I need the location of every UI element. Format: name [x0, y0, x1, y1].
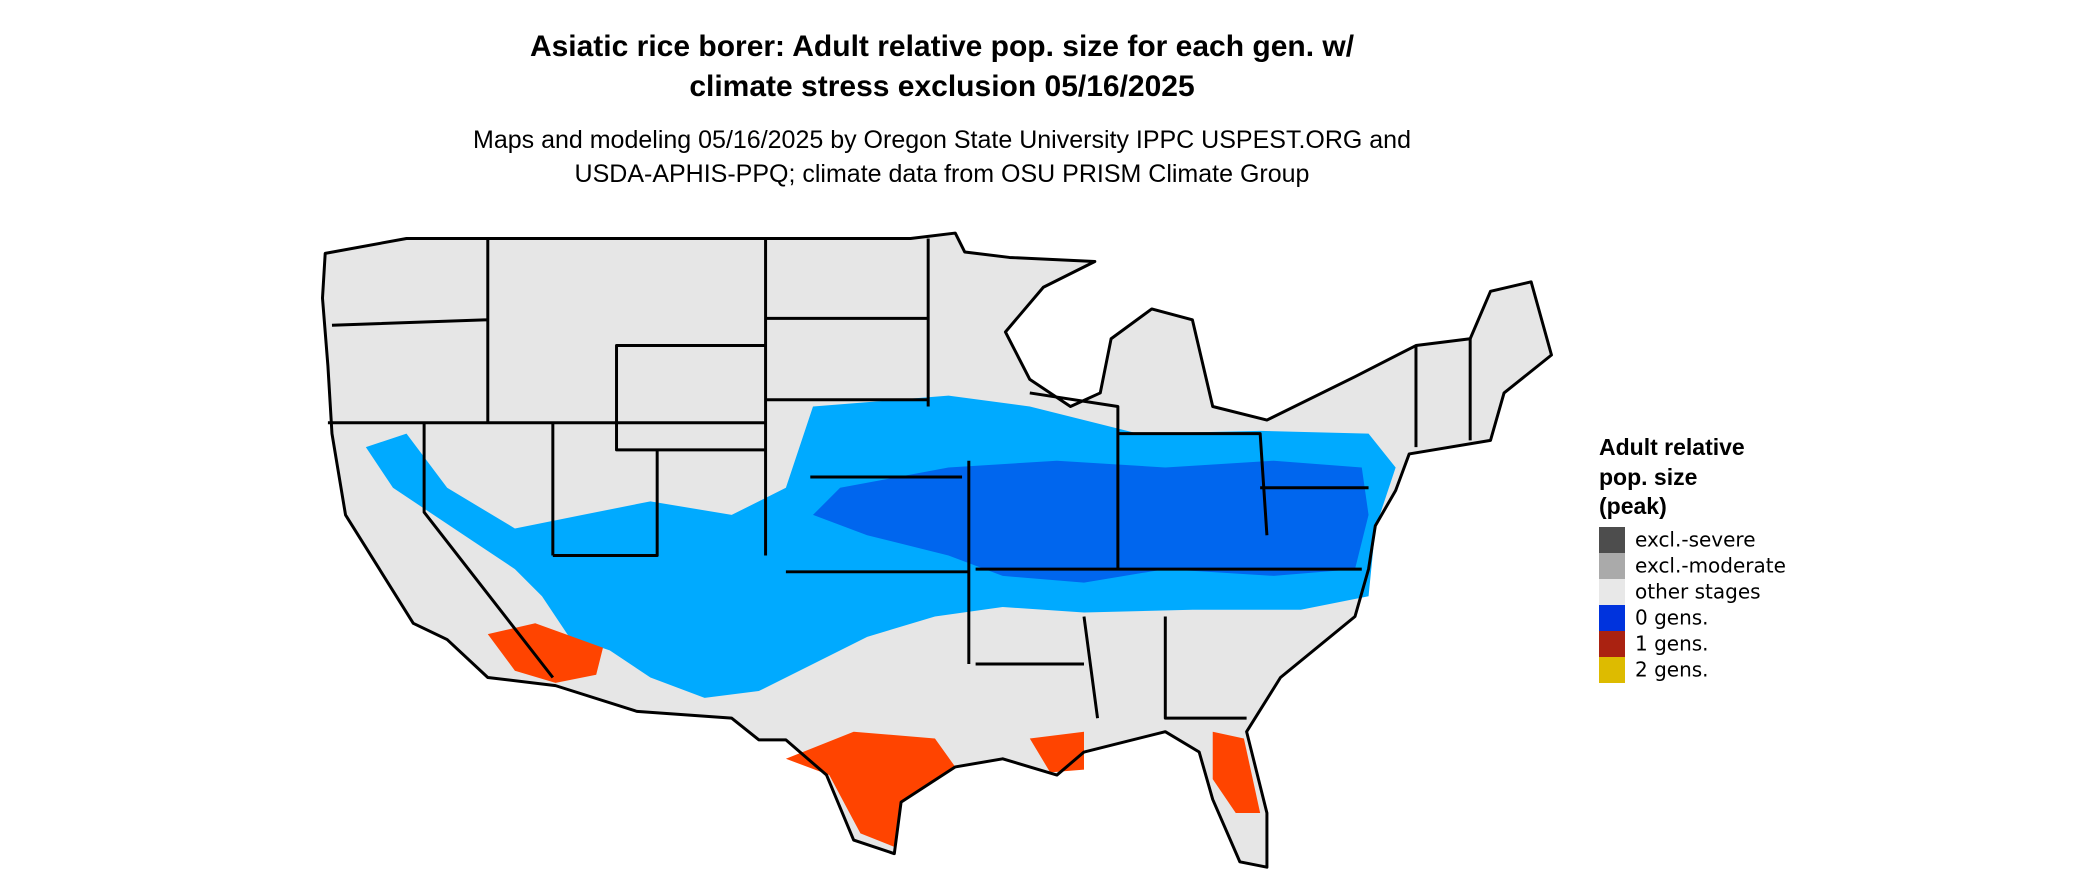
legend-label: excl.-severe: [1635, 528, 1756, 552]
legend-label: excl.-moderate: [1635, 554, 1786, 578]
title-line: Asiatic rice borer: Adult relative pop. …: [530, 30, 1355, 63]
legend-title: Adult relative: [1599, 434, 1745, 460]
legend-title: pop. size: [1599, 464, 1697, 490]
zone-red: [487, 623, 1261, 847]
subtitle-line: USDA-APHIS-PPQ; climate data from OSU PR…: [575, 160, 1310, 188]
legend-swatch: [1599, 657, 1625, 683]
legend-swatch: [1599, 605, 1625, 631]
map: [320, 231, 1553, 869]
legend-title: (peak): [1599, 493, 1667, 519]
legend-swatch: [1599, 553, 1625, 579]
zone-blue: [813, 460, 1369, 583]
legend-label: 1 gens.: [1635, 632, 1709, 656]
legend-swatch: [1599, 579, 1625, 605]
us-outline: [320, 231, 1553, 869]
legend-label: other stages: [1635, 580, 1761, 604]
legend-label: 2 gens.: [1635, 658, 1709, 682]
legend-label: 0 gens.: [1635, 606, 1709, 630]
subtitle-line: Maps and modeling 05/16/2025 by Oregon S…: [473, 126, 1411, 154]
legend-swatch: [1599, 631, 1625, 657]
title-line: climate stress exclusion 05/16/2025: [689, 70, 1194, 103]
legend-swatch: [1599, 527, 1625, 553]
state-borders: [327, 238, 1472, 720]
